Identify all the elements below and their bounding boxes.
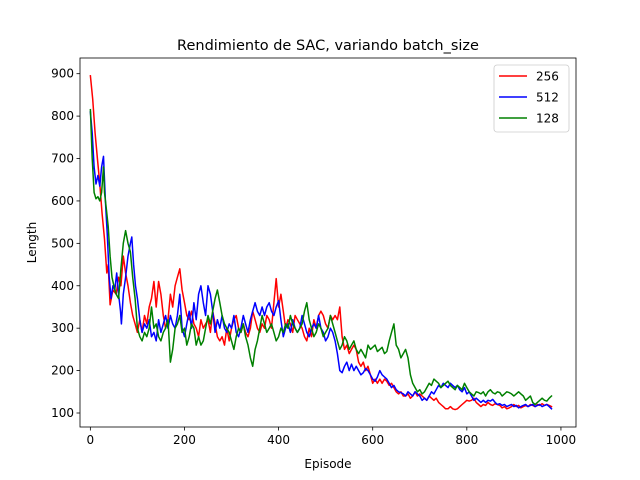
plot-lines: [89, 74, 553, 411]
y-axis-label: Length: [25, 222, 39, 263]
y-tick-label: 900: [51, 67, 74, 81]
y-tick-label: 500: [51, 236, 74, 250]
legend-box: [493, 64, 570, 133]
x-tick-label: 0: [87, 433, 95, 447]
x-tick-label: 400: [267, 433, 290, 447]
series-line-128: [89, 108, 553, 406]
legend-label-128: 128: [536, 112, 559, 126]
x-tick-label: 600: [361, 433, 384, 447]
y-tick-label: 700: [51, 152, 74, 166]
legend: 256 512 128: [493, 64, 570, 133]
y-axis: 100 200 300 400 500 600 700 800 900: [51, 67, 80, 420]
x-axis: 0 200 400 600 800 1000: [87, 427, 577, 447]
x-axis-label: Episode: [304, 457, 351, 471]
y-tick-label: 100: [51, 406, 74, 420]
y-tick-label: 800: [51, 109, 74, 123]
y-tick-label: 200: [51, 364, 74, 378]
legend-label-512: 512: [536, 91, 559, 105]
plot-frame: [79, 57, 577, 428]
y-tick-label: 400: [51, 279, 74, 293]
x-tick-label: 1000: [546, 433, 577, 447]
chart-title: Rendimiento de SAC, variando batch_size: [177, 38, 479, 54]
y-tick-label: 600: [51, 194, 74, 208]
y-tick-label: 300: [51, 321, 74, 335]
legend-label-256: 256: [536, 70, 559, 84]
x-tick-label: 800: [455, 433, 478, 447]
x-tick-label: 200: [173, 433, 196, 447]
